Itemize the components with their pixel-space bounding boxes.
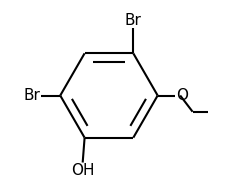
Text: Br: Br (23, 88, 40, 103)
Text: O: O (176, 88, 188, 103)
Text: Br: Br (125, 13, 142, 28)
Text: OH: OH (71, 163, 94, 178)
